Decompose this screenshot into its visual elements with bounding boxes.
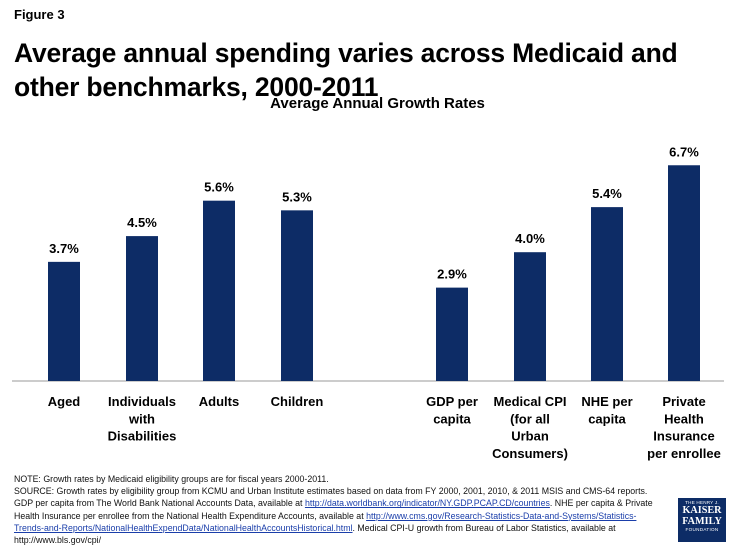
logo-line-4: FOUNDATION — [685, 527, 719, 532]
bar-6 — [514, 252, 546, 381]
bar-8 — [668, 165, 700, 381]
category-label-1: Aged — [48, 394, 81, 409]
bar-4 — [281, 210, 313, 381]
bar-5 — [436, 287, 468, 381]
bar-2 — [126, 236, 158, 381]
source-text-2: . NHE per capita & Private Health Insura… — [14, 498, 653, 521]
bar-3 — [203, 200, 235, 381]
data-label-6: 4.0% — [515, 231, 545, 246]
data-label-1: 3.7% — [49, 241, 79, 256]
bar-7 — [591, 207, 623, 381]
data-label-4: 5.3% — [282, 189, 312, 204]
logo-line-3: FAMILY — [682, 515, 722, 527]
category-label-8: Private Health Insurance per enrollee — [647, 394, 721, 461]
source-text-1: SOURCE: Growth rates by eligibility grou… — [14, 486, 648, 509]
chart-title: Average annual spending varies across Me… — [14, 38, 678, 102]
data-label-2: 4.5% — [127, 215, 157, 230]
data-label-5: 2.9% — [437, 267, 467, 282]
footnote-note: NOTE: Growth rates by Medicaid eligibili… — [14, 474, 329, 484]
footnote-source: SOURCE: Growth rates by eligibility grou… — [14, 485, 664, 546]
cms-link[interactable]: http://www.cms.gov/Research-Statistics-D… — [14, 510, 637, 533]
logo-line-1: THE HENRY J. — [685, 500, 719, 505]
category-label-3: Adults — [199, 394, 239, 409]
source-text-3: . Medical CPI-U growth from Bureau of La… — [14, 522, 616, 546]
worldbank-link[interactable]: http://data.worldbank.org/indicator/NY.G… — [304, 498, 550, 509]
kff-logo: THE HENRY J. KAISER FAMILY FOUNDATION — [678, 498, 726, 542]
footnote: NOTE: Growth rates by Medicaid eligibili… — [14, 473, 664, 546]
data-label-8: 6.7% — [669, 144, 699, 159]
category-label-7: NHE per capita — [581, 394, 632, 426]
bar-1 — [48, 261, 80, 381]
category-label-2: Individuals with Disabilities — [108, 394, 177, 444]
data-label-3: 5.6% — [204, 180, 234, 195]
category-label-6: Medical CPI (for all Urban Consumers) — [492, 394, 568, 461]
category-label-4: Children — [271, 394, 324, 409]
chart-subtitle: Average Annual Growth Rates — [270, 95, 485, 112]
logo-line-2: KAISER — [682, 505, 722, 516]
bar-chart: 3.7% Aged 4.5% Individuals with Disabilities 5… — [12, 144, 724, 461]
figure-label: Figure 3 — [14, 7, 65, 22]
data-label-7: 5.4% — [592, 186, 622, 201]
category-label-5: GDP per capita — [426, 394, 478, 426]
